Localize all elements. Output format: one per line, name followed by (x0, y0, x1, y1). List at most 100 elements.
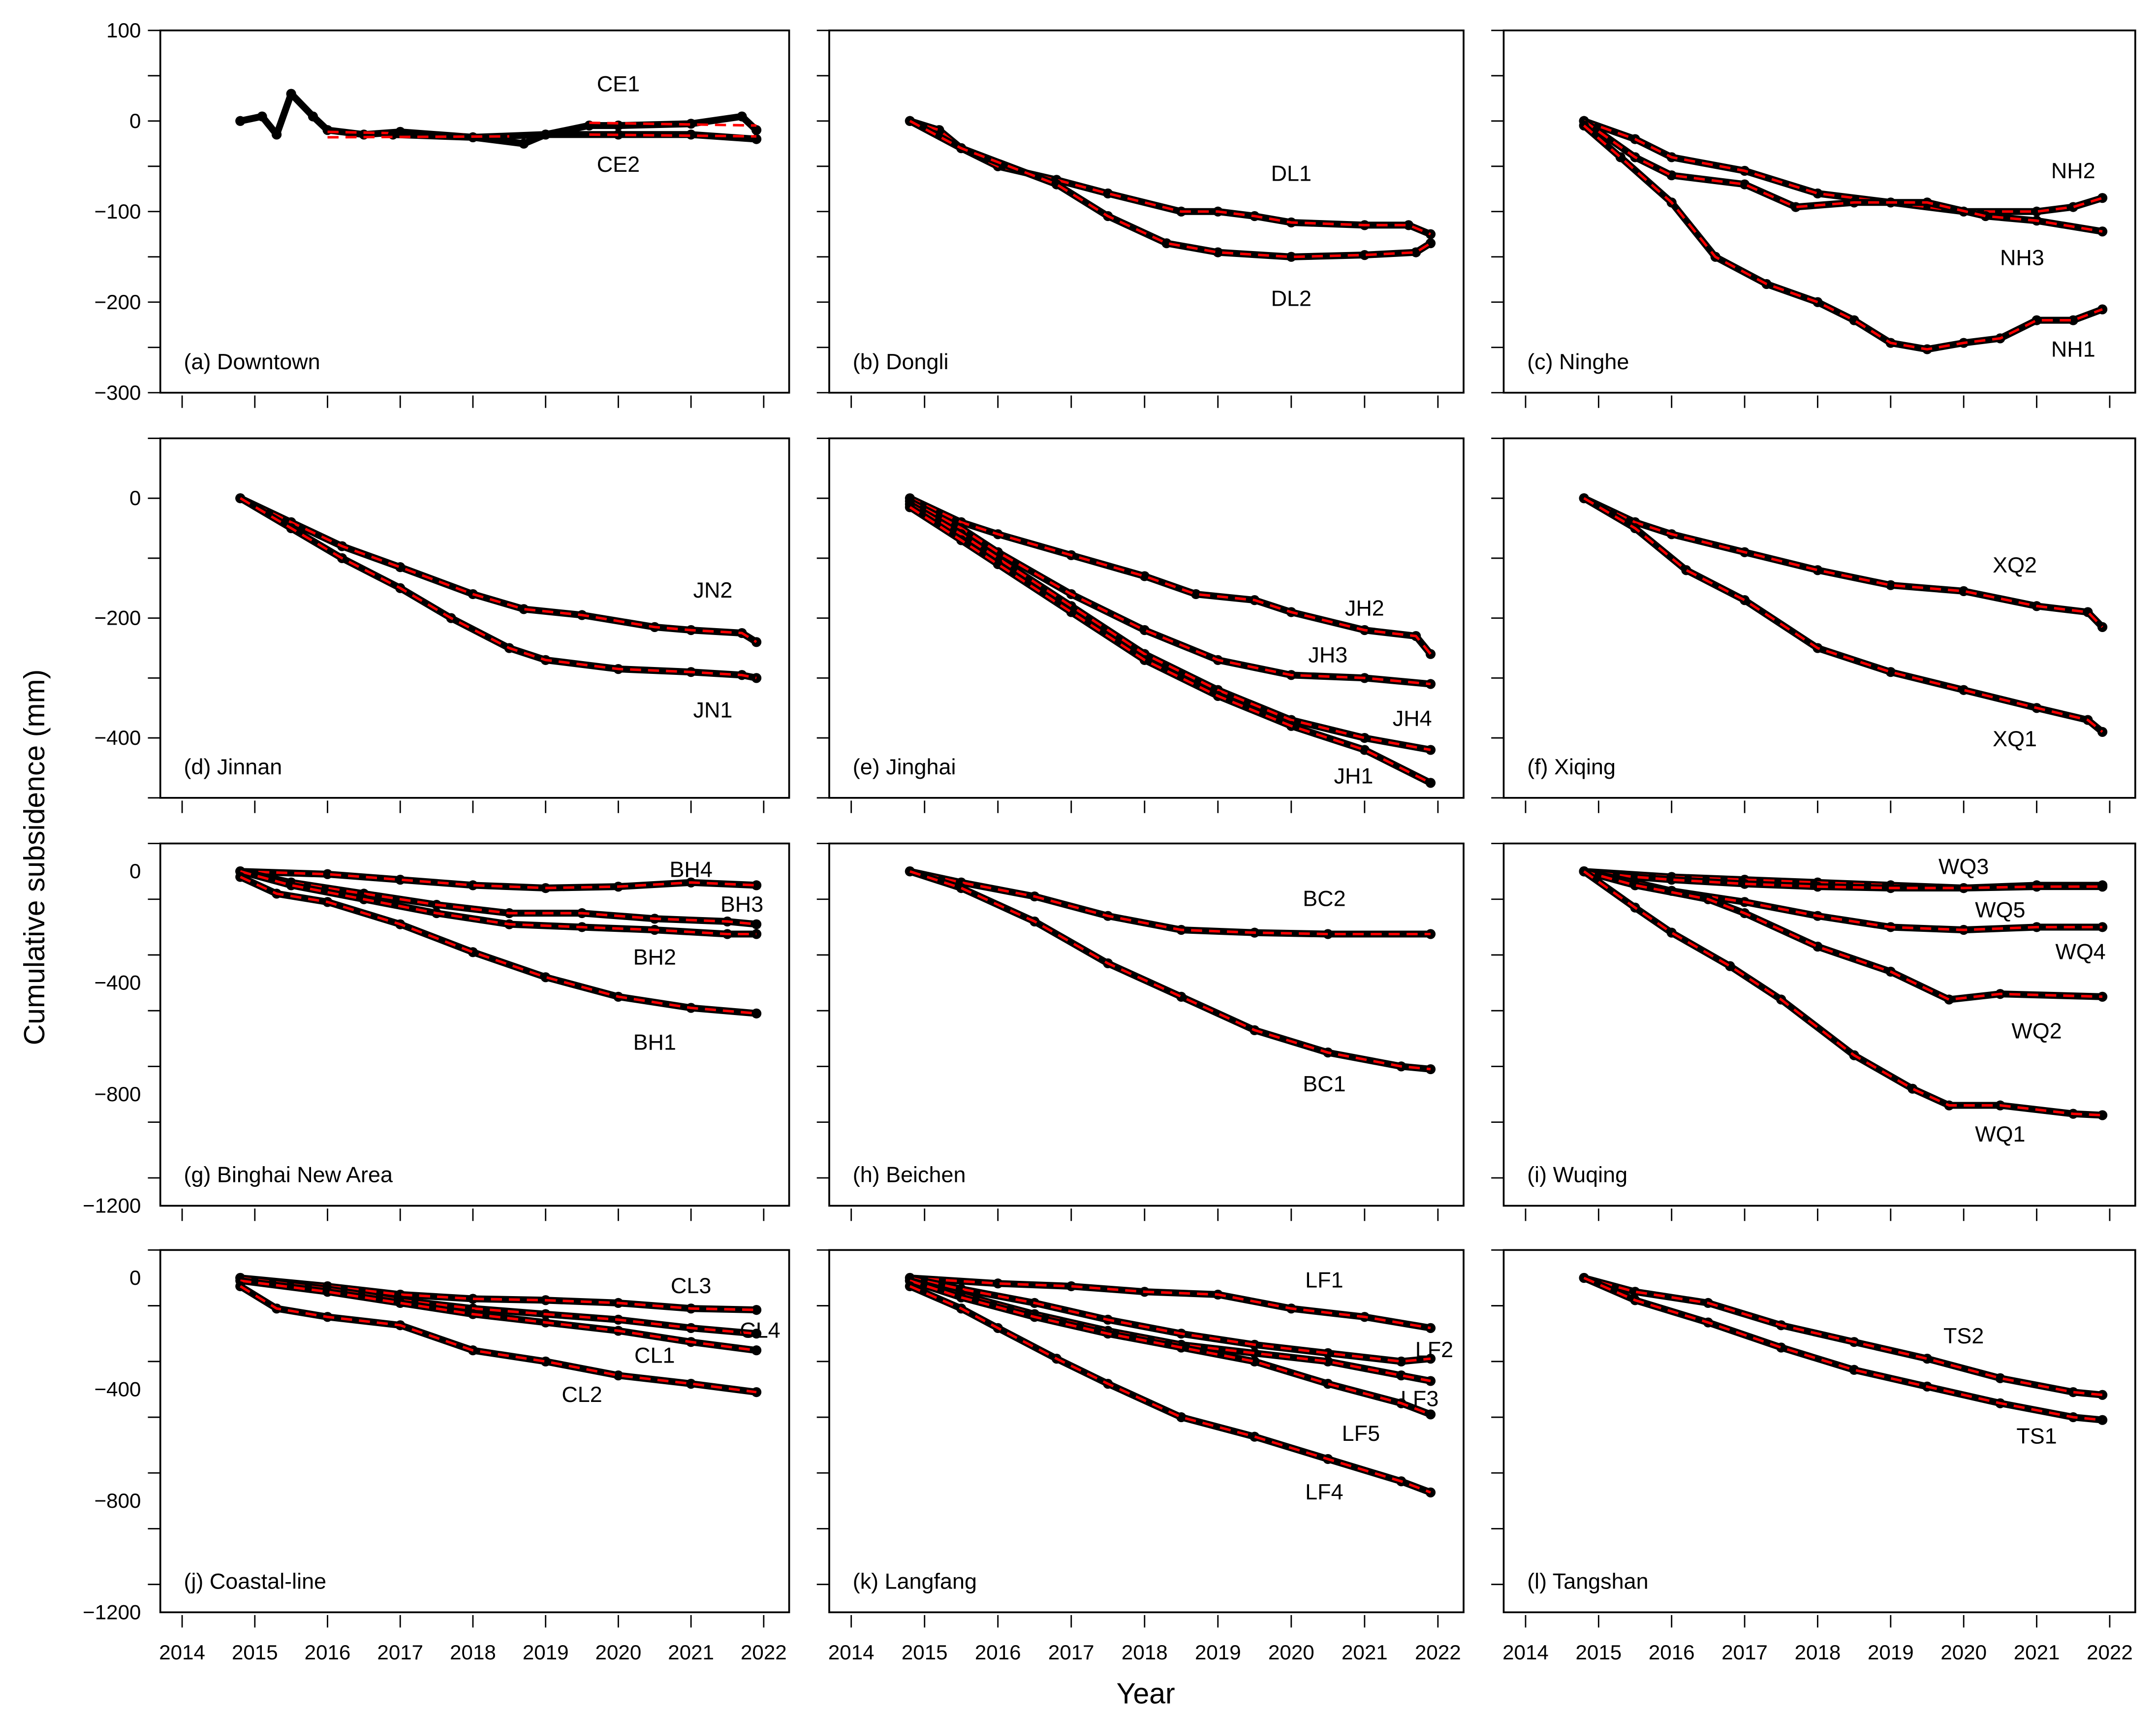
series-LF2-point (1323, 1348, 1333, 1358)
series-CE1-fit (589, 121, 757, 127)
x-tick-label: 2020 (1940, 1641, 1987, 1664)
series-label: DL2 (1271, 286, 1312, 311)
series-CL1-fit (240, 1279, 757, 1352)
series-label: CL3 (671, 1273, 711, 1298)
y-tick-label: −200 (94, 290, 141, 314)
panel-l: 2014 2015 2016 2017 2018 2019 2020 2021 2022 (l) … (1491, 1249, 2136, 1664)
series-WQ1-point (2097, 1110, 2108, 1120)
series-CE2-point (686, 129, 696, 140)
series-BH1-point (235, 872, 246, 882)
series-label: CL4 (740, 1318, 780, 1343)
series-WQ2-point (2097, 991, 2108, 1002)
panel-e: (e) Jinghai JH2 JH3 JH4 JH1 (816, 437, 1465, 813)
series-NH1-point (2031, 315, 2042, 325)
series-BC1-fit (909, 870, 1431, 1071)
x-tick-label: 2022 (741, 1641, 787, 1664)
series-BC1-point (905, 866, 915, 877)
series-TS1-point (1849, 1365, 1859, 1375)
x-tick-label: 2016 (305, 1641, 351, 1664)
series-CE1-point (322, 125, 333, 135)
y-tick-label: −400 (94, 1377, 141, 1400)
panel-title: (a) Downtown (184, 349, 320, 374)
series-LF1-point (1425, 1323, 1436, 1333)
series-WQ5-point (2097, 882, 2108, 892)
plot-frame (159, 29, 790, 394)
plot-frame (828, 842, 1465, 1207)
series-label: BC1 (1303, 1071, 1345, 1096)
series-label: NH1 (2051, 336, 2095, 361)
series-JN2-line (237, 495, 760, 646)
series-BC2-fit (909, 870, 1431, 936)
series-BH4-point (322, 869, 333, 879)
x-tick-label: 2014 (159, 1641, 205, 1664)
plot-frame (1502, 1249, 2136, 1614)
series-CE1-point (519, 138, 529, 149)
series-label: BH1 (633, 1029, 676, 1054)
series-TS2-point (1995, 1373, 2005, 1383)
panel-title: (b) Dongli (853, 349, 949, 374)
series-NH1-point (2068, 315, 2078, 325)
series-label: DL1 (1271, 161, 1312, 186)
series-TS2-point (1922, 1354, 1933, 1364)
series-XQ1-point (2097, 727, 2108, 737)
series-label: CL2 (562, 1382, 602, 1407)
panel-g: 0 −400 −800 −1200 (g) Binghai New Area BH4 BH3… (83, 842, 790, 1221)
series-LF4-point (905, 1281, 915, 1292)
series-label: XQ1 (1993, 726, 2037, 751)
series-BH3-fit (240, 870, 757, 926)
series-CL2-point (751, 1387, 762, 1398)
series-XQ2-point (1885, 580, 1896, 590)
series-LF2-fit (909, 1276, 1431, 1363)
series-JN2-point (519, 604, 529, 614)
series-XQ2-fit (1583, 497, 2103, 628)
series-TS2-point (2068, 1387, 2078, 1398)
series-JN2-point (751, 637, 762, 647)
series-CL1-point (322, 1287, 333, 1297)
series-LF1-fit (909, 1276, 1431, 1330)
series-label: JH3 (1308, 642, 1347, 667)
series-DL2-point (905, 116, 915, 126)
panel-title: (e) Jinghai (853, 754, 956, 779)
y-tick-label: −800 (94, 1082, 141, 1106)
series-WQ5-point (1666, 874, 1677, 885)
series-NH1-point (2097, 304, 2108, 315)
x-tick-label: 2021 (668, 1641, 714, 1664)
series-XQ2-point (2097, 622, 2108, 633)
panel-h: (h) Beichen BC2 BC1 (816, 842, 1465, 1221)
panel-c: (c) Ninghe NH2 NH3 NH1 (1491, 29, 2136, 408)
series-JH3-fit (909, 500, 1431, 686)
series-WQ1-point (1907, 1083, 1918, 1094)
series-XQ2-point (1959, 586, 1969, 596)
x-tick-label: 2019 (1868, 1641, 1914, 1664)
series-XQ1-point (1739, 595, 1750, 605)
series-BH4-point (751, 880, 762, 890)
series-LF4-point (1176, 1412, 1187, 1423)
series-DL2-fit (909, 120, 1432, 258)
series-CL3-point (751, 1304, 762, 1315)
series-label: NH2 (2051, 158, 2095, 183)
panel-title: (f) Xiqing (1527, 754, 1616, 779)
series-JH2-fit (909, 497, 1432, 655)
series-CL1-point (395, 1298, 406, 1308)
x-tick-label: 2015 (232, 1641, 278, 1664)
series-label: BH3 (720, 891, 763, 917)
series-label: JN1 (693, 698, 733, 723)
series-label: TS1 (2016, 1424, 2057, 1449)
series-CE2-point (540, 129, 551, 140)
x-tick-label: 2018 (1122, 1641, 1168, 1664)
x-tick-label: 2020 (595, 1641, 642, 1664)
series-label: WQ2 (2011, 1018, 2062, 1044)
x-tick-label: 2017 (377, 1641, 423, 1664)
series-label: LF1 (1305, 1268, 1343, 1293)
x-tick-label: 2014 (828, 1641, 875, 1664)
series-label: LF4 (1305, 1479, 1343, 1504)
series-WQ2-point (1630, 880, 1640, 890)
series-WQ4-point (2097, 922, 2108, 932)
series-LF2-point (1396, 1356, 1406, 1366)
series-NH2-point (2097, 193, 2108, 203)
x-tick-label: 2018 (1795, 1641, 1841, 1664)
series-WQ2-point (1812, 941, 1823, 952)
x-tick-label: 2015 (1575, 1641, 1622, 1664)
series-TS2-point (1630, 1287, 1640, 1297)
